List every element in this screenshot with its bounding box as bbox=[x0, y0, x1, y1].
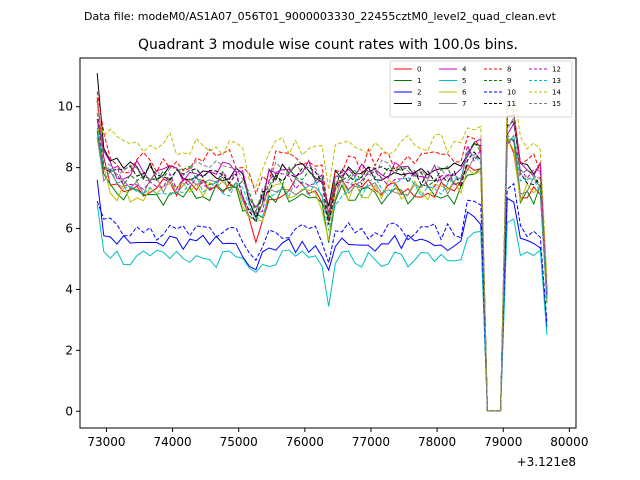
legend-label: 10 bbox=[507, 89, 516, 97]
legend-label: 0 bbox=[417, 66, 421, 74]
series-line-10 bbox=[96, 182, 548, 412]
x-axis: 73000 74000 75000 76000 77000 78000 79000 80000 bbox=[87, 428, 588, 449]
y-tick-label: 4 bbox=[65, 282, 73, 296]
x-tick-label: 79000 bbox=[484, 435, 522, 449]
legend-label: 15 bbox=[552, 100, 561, 108]
series-line-1 bbox=[96, 131, 548, 412]
legend-label: 8 bbox=[507, 66, 511, 74]
legend-label: 5 bbox=[462, 77, 466, 85]
y-tick-label: 2 bbox=[65, 343, 73, 357]
legend-label: 13 bbox=[552, 77, 561, 85]
legend-label: 4 bbox=[462, 66, 467, 74]
plot-frame bbox=[79, 57, 577, 429]
legend-label: 12 bbox=[552, 66, 561, 74]
x-tick-label: 74000 bbox=[153, 435, 191, 449]
legend-label: 3 bbox=[417, 100, 421, 108]
series-line-6 bbox=[96, 121, 548, 412]
x-offset-label: +3.121e8 bbox=[517, 455, 576, 469]
y-tick-label: 0 bbox=[65, 404, 73, 418]
series-line-12 bbox=[96, 112, 548, 412]
series-layer bbox=[96, 73, 548, 412]
legend-label: 6 bbox=[462, 89, 467, 97]
legend-label: 2 bbox=[417, 89, 421, 97]
y-tick-label: 10 bbox=[58, 100, 73, 114]
y-axis: 0 2 4 6 8 10 bbox=[58, 100, 80, 418]
legend-label: 1 bbox=[417, 77, 421, 85]
x-tick-label: 77000 bbox=[352, 435, 390, 449]
series-line-5 bbox=[96, 204, 548, 412]
legend-label: 14 bbox=[552, 89, 561, 97]
legend-label: 9 bbox=[507, 77, 511, 85]
series-line-13 bbox=[96, 127, 548, 412]
series-line-14 bbox=[96, 89, 548, 412]
x-tick-label: 78000 bbox=[418, 435, 456, 449]
x-tick-label: 73000 bbox=[87, 435, 125, 449]
legend-label: 11 bbox=[507, 100, 516, 108]
suptitle: Data file: modeM0/AS1A07_056T01_90000033… bbox=[84, 10, 557, 23]
series-line-9 bbox=[96, 118, 548, 412]
x-tick-label: 80000 bbox=[550, 435, 588, 449]
series-line-7 bbox=[96, 134, 548, 412]
series-line-8 bbox=[96, 91, 548, 412]
y-tick-label: 6 bbox=[65, 222, 73, 236]
x-tick-label: 75000 bbox=[220, 435, 258, 449]
y-tick-label: 8 bbox=[65, 161, 73, 175]
x-tick-label: 76000 bbox=[286, 435, 324, 449]
series-line-15 bbox=[96, 100, 548, 412]
chart-title: Quadrant 3 module wise count rates with … bbox=[138, 37, 518, 53]
legend-frame bbox=[389, 60, 573, 118]
legend-label: 7 bbox=[462, 100, 466, 108]
series-line-2 bbox=[96, 179, 548, 412]
